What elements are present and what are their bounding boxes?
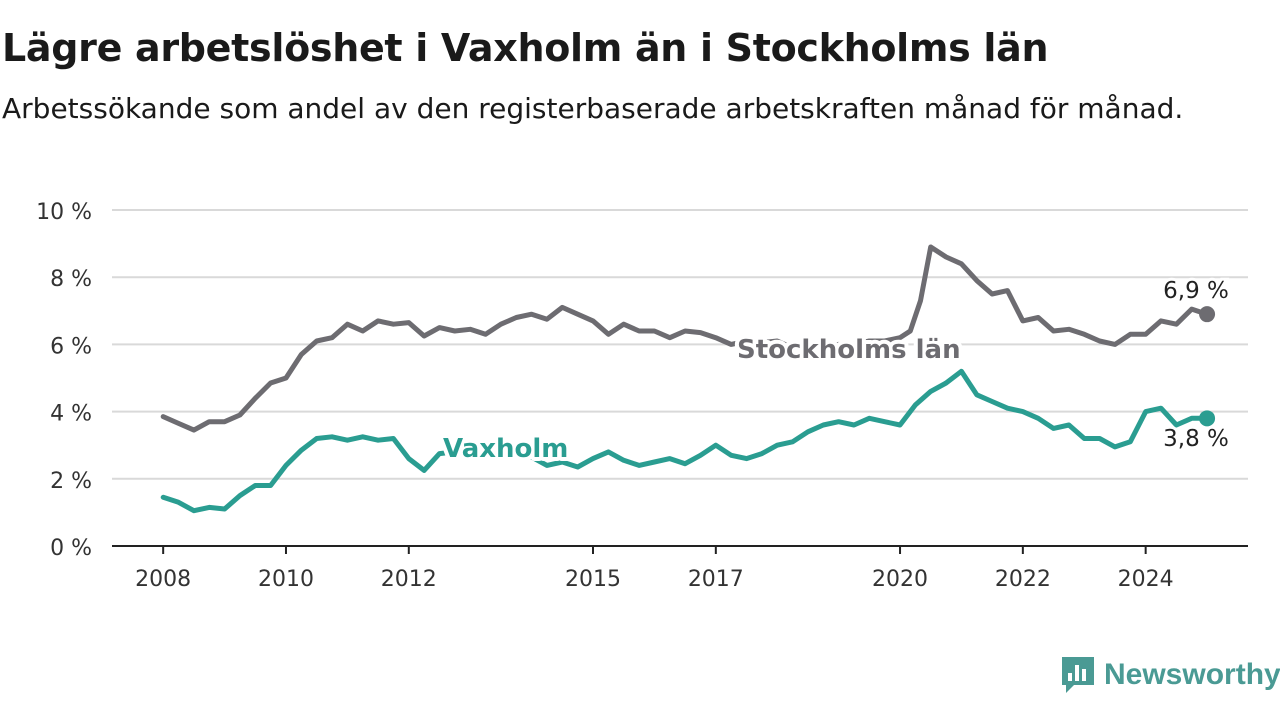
x-tick-label: 2010 [258,567,314,592]
brand-logo: Newsworthy [1060,655,1280,695]
x-tick-label: 2024 [1118,567,1174,592]
series-end-point [1199,410,1216,427]
y-tick-label: 4 % [50,402,92,427]
x-tick-label: 2017 [688,567,744,592]
y-tick-label: 6 % [50,334,92,359]
series-line-vaxholm [160,368,1210,514]
y-tick-label: 0 % [50,536,92,561]
end-value-label: 3,8 % [1163,426,1229,452]
x-axis-ticks: 2008 2010 2012 2015 2017 2020 2022 2024 [135,546,1174,592]
bar-chart-speech-bubble-icon [1062,657,1094,693]
y-tick-label: 10 % [36,200,92,225]
series-name-label: Vaxholm [443,434,568,464]
chart-title: Lägre arbetslöshet i Vaxholm än i Stockh… [2,26,1049,70]
series-name-label: Stockholms län [737,335,961,365]
y-axis-ticks: 0 % 2 % 4 % 6 % 8 % 10 % [36,200,92,561]
x-tick-label: 2008 [135,567,191,592]
y-tick-label: 8 % [50,267,92,292]
end-value-label: 6,9 % [1163,278,1229,304]
series-line-stockholms-lan [160,244,1210,433]
series-end-point [1199,306,1216,323]
series-labels: Stockholms län Vaxholm 6,9 % 3,8 % [439,275,1232,468]
x-tick-label: 2015 [565,567,621,592]
y-tick-label: 2 % [50,469,92,494]
x-tick-label: 2022 [995,567,1051,592]
x-tick-label: 2012 [381,567,437,592]
grid-lines [112,209,1248,547]
series-lines [160,244,1216,514]
chart-subtitle: Arbetssökande som andel av den registerb… [2,92,1184,125]
brand-name: Newsworthy [1104,658,1280,691]
x-tick-label: 2020 [872,567,928,592]
